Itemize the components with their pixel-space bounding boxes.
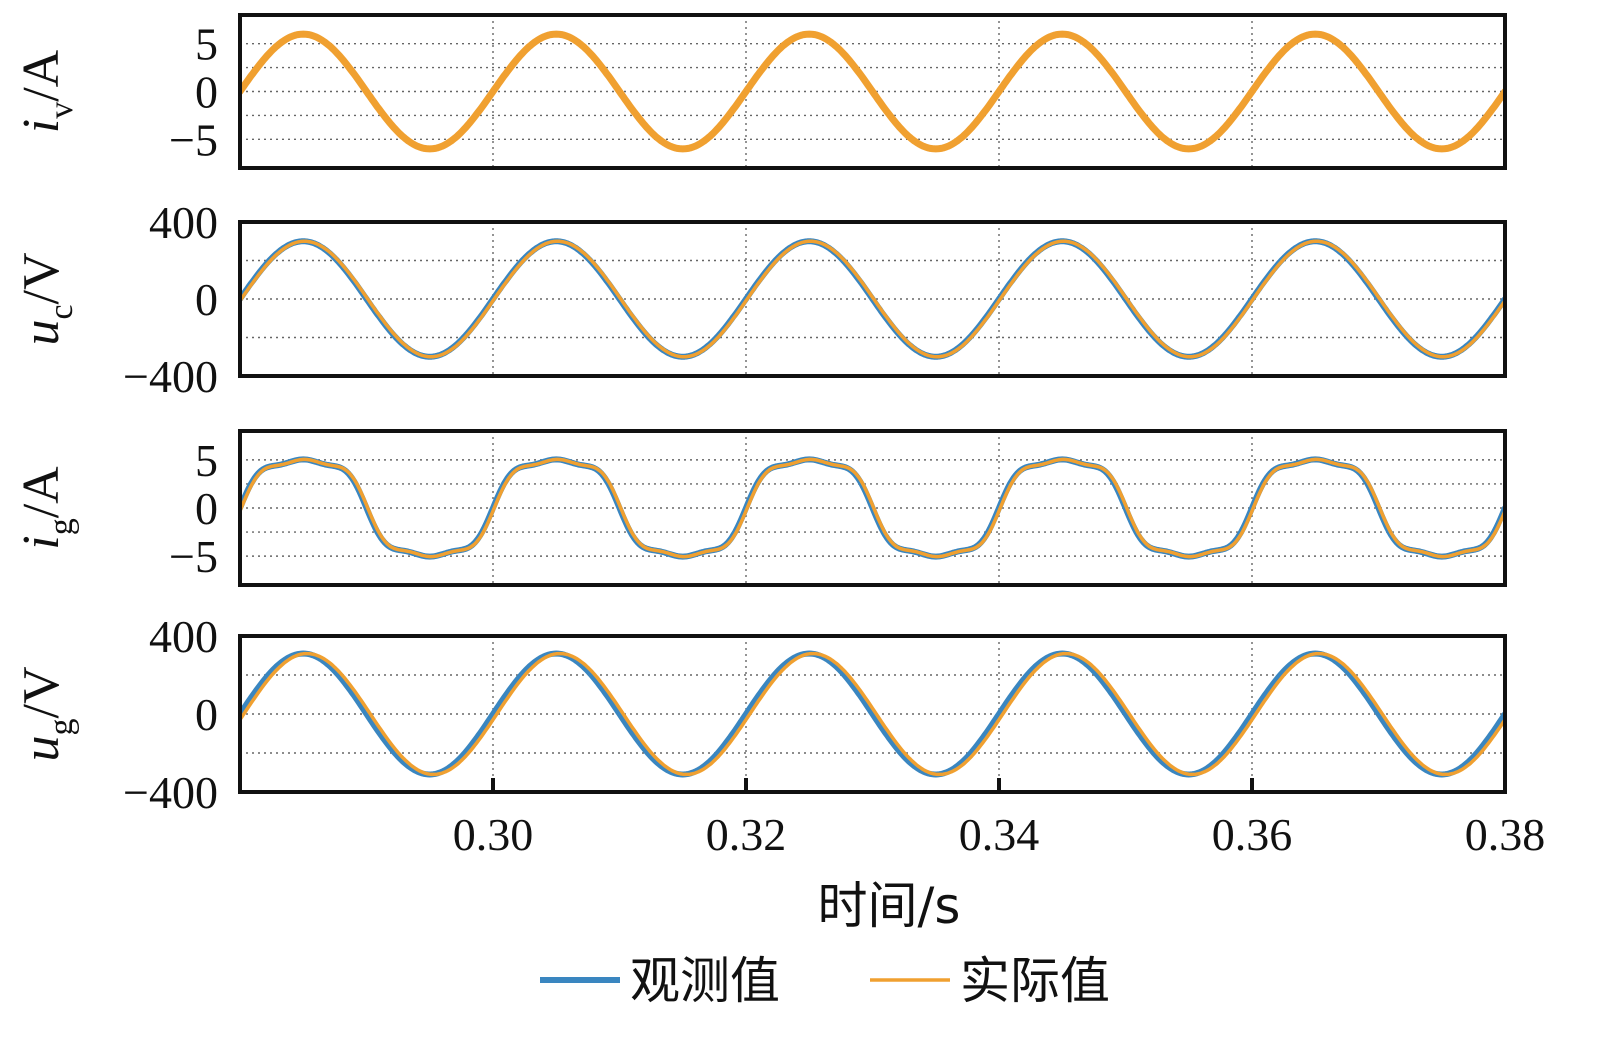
y-axis-title: ig/A (13, 466, 80, 550)
x-tick-label: 0.32 (706, 809, 787, 860)
y-tick-label: 0 (195, 689, 218, 740)
series-group (240, 456, 1505, 560)
y-tick-label: 400 (149, 197, 218, 248)
plot-frame (238, 13, 1507, 170)
x-axis-title: 时间/s (818, 877, 961, 935)
y-axis-title: ug/V (13, 667, 80, 762)
x-tick-label: 0.34 (959, 809, 1040, 860)
y-tick-label: 400 (149, 611, 218, 662)
panel-iv: 50−5 iv/A (13, 13, 1507, 170)
y-tick-label: −400 (123, 351, 218, 402)
y-tick-label: 0 (195, 483, 218, 534)
series-line-observed (240, 650, 1505, 778)
series-line-actual (240, 239, 1505, 359)
y-tick-label: 5 (195, 19, 218, 70)
panel-ig: 50−5 ig/A (13, 429, 1507, 587)
series-group (240, 238, 1505, 360)
x-tick-label: 0.30 (453, 809, 534, 860)
series-line-actual (240, 651, 1505, 777)
y-axis-title: iv/A (13, 49, 80, 133)
y-tick-label: 5 (195, 435, 218, 486)
x-tick-label: 0.36 (1212, 809, 1293, 860)
y-tick-label: 0 (195, 67, 218, 118)
y-tick-label: −5 (169, 531, 218, 582)
legend-label: 实际值 (960, 952, 1110, 1010)
series-line-actual (240, 30, 1505, 153)
legend-item: 观测值 (540, 952, 780, 1010)
series-group (240, 650, 1505, 778)
panel-uc: 400 0 −400 uc/V (13, 197, 1507, 402)
panel-ug: 400 0 −400 ug/V (13, 611, 1507, 818)
y-tick-label: −5 (169, 114, 218, 165)
legend-item: 实际值 (870, 952, 1110, 1010)
series-line-actual (240, 457, 1505, 559)
y-tick-label: 0 (195, 274, 218, 325)
series-group (240, 30, 1505, 153)
plot-frame (238, 634, 1507, 794)
plot-frame (238, 429, 1507, 587)
y-tick-label: −400 (123, 767, 218, 818)
y-axis-title: uc/V (13, 252, 80, 345)
x-tick-label: 0.38 (1465, 809, 1546, 860)
legend-label: 观测值 (630, 952, 780, 1010)
plot-frame (238, 220, 1507, 378)
